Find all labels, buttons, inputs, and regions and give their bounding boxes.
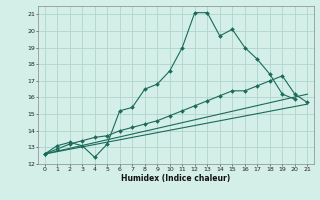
X-axis label: Humidex (Indice chaleur): Humidex (Indice chaleur) bbox=[121, 174, 231, 183]
